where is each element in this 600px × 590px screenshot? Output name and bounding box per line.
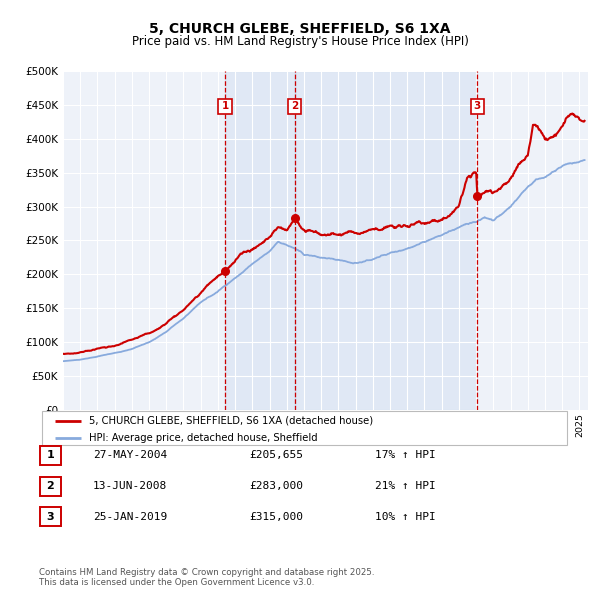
Text: 5, CHURCH GLEBE, SHEFFIELD, S6 1XA (detached house): 5, CHURCH GLEBE, SHEFFIELD, S6 1XA (deta…: [89, 416, 373, 426]
Bar: [295, 71, 478, 410]
FancyBboxPatch shape: [42, 411, 567, 445]
Text: 5, CHURCH GLEBE, SHEFFIELD, S6 1XA: 5, CHURCH GLEBE, SHEFFIELD, S6 1XA: [149, 22, 451, 37]
FancyBboxPatch shape: [40, 477, 61, 496]
Text: 3: 3: [473, 101, 481, 112]
Text: 2: 2: [47, 481, 54, 491]
Text: Price paid vs. HM Land Registry's House Price Index (HPI): Price paid vs. HM Land Registry's House …: [131, 35, 469, 48]
Text: £283,000: £283,000: [249, 481, 303, 491]
FancyBboxPatch shape: [40, 446, 61, 465]
Text: £315,000: £315,000: [249, 512, 303, 522]
Text: 10% ↑ HPI: 10% ↑ HPI: [375, 512, 436, 522]
Text: Contains HM Land Registry data © Crown copyright and database right 2025.
This d: Contains HM Land Registry data © Crown c…: [39, 568, 374, 587]
Text: 21% ↑ HPI: 21% ↑ HPI: [375, 481, 436, 491]
Text: 3: 3: [47, 512, 54, 522]
Text: 1: 1: [47, 451, 54, 460]
Bar: [225, 71, 295, 410]
FancyBboxPatch shape: [40, 507, 61, 526]
Text: 2: 2: [291, 101, 298, 112]
Text: £205,655: £205,655: [249, 451, 303, 460]
Text: 17% ↑ HPI: 17% ↑ HPI: [375, 451, 436, 460]
Text: HPI: Average price, detached house, Sheffield: HPI: Average price, detached house, Shef…: [89, 433, 318, 443]
Text: 13-JUN-2008: 13-JUN-2008: [93, 481, 167, 491]
Text: 27-MAY-2004: 27-MAY-2004: [93, 451, 167, 460]
Text: 25-JAN-2019: 25-JAN-2019: [93, 512, 167, 522]
Text: 1: 1: [221, 101, 229, 112]
